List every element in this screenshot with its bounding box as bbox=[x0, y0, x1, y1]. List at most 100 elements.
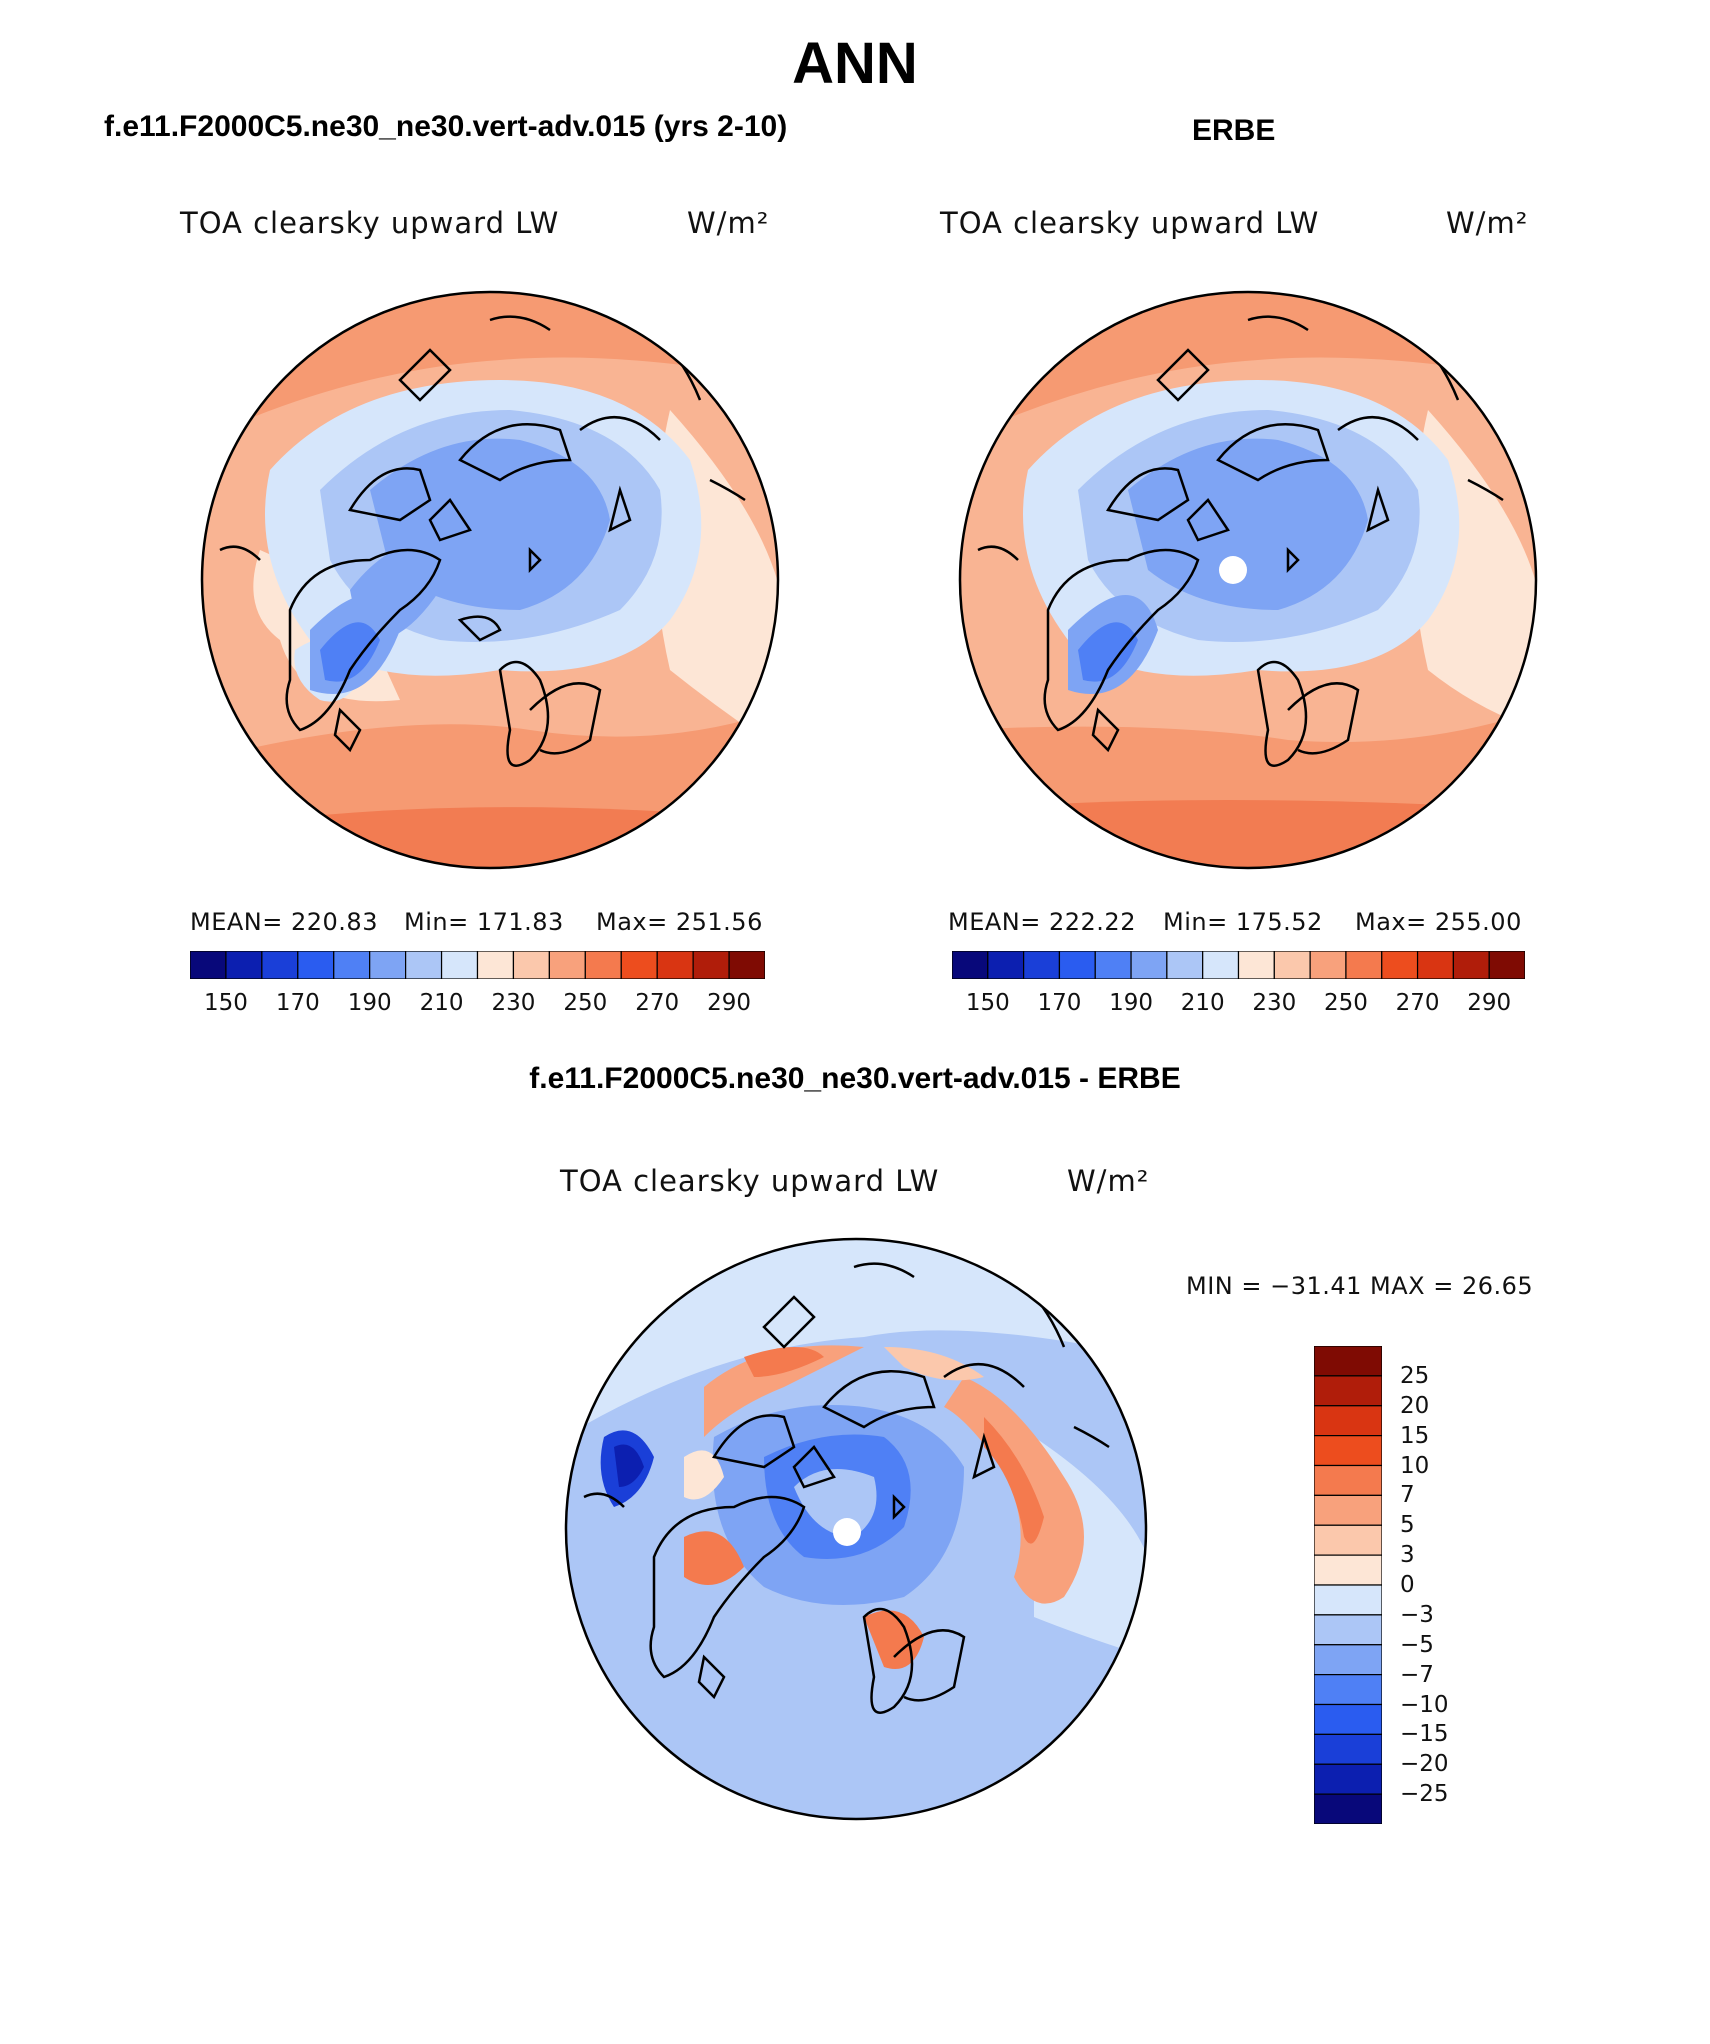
colorbar-tick-label: −5 bbox=[1400, 1631, 1434, 1658]
colorbar-swatch bbox=[1314, 1644, 1382, 1676]
colorbar-tick-label: 290 bbox=[1467, 990, 1512, 1016]
colorbar-tick-label: 170 bbox=[275, 990, 320, 1016]
colorbar-swatch bbox=[952, 951, 989, 979]
colorbar-swatch bbox=[1023, 951, 1061, 979]
diff-colorbar-ticks: 25 20 15 10 7 5 3 0 −3 −5 −7 −10 −15 −20 −25 bbox=[1400, 1346, 1480, 1824]
colorbar-swatch bbox=[1314, 1464, 1382, 1496]
colorbar-swatch bbox=[656, 951, 694, 979]
diff-polar-map bbox=[564, 1237, 1148, 1821]
model-max-value: Max= 251.56 bbox=[596, 908, 763, 936]
colorbar-tick-label: 150 bbox=[965, 990, 1010, 1016]
colorbar-swatch bbox=[369, 951, 407, 979]
colorbar-tick-label: −10 bbox=[1400, 1691, 1449, 1718]
colorbar-tick-label: 150 bbox=[203, 990, 248, 1016]
colorbar-swatch bbox=[1314, 1554, 1382, 1586]
colorbar-swatch bbox=[1202, 951, 1240, 979]
colorbar-tick-label: 15 bbox=[1400, 1422, 1430, 1449]
colorbar-tick-label: 5 bbox=[1400, 1512, 1415, 1539]
colorbar-tick-label: −15 bbox=[1400, 1721, 1449, 1748]
colorbar-swatch bbox=[1314, 1614, 1382, 1646]
colorbar-swatch bbox=[1130, 951, 1168, 979]
diff-units-label: W/m² bbox=[1067, 1164, 1150, 1198]
colorbar-swatch bbox=[1237, 951, 1275, 979]
obs-panel-heading: ERBE bbox=[1192, 114, 1276, 147]
colorbar-tick-label: 0 bbox=[1400, 1572, 1415, 1598]
model-mean-value: MEAN= 220.83 bbox=[190, 908, 378, 936]
colorbar-swatch bbox=[440, 951, 479, 979]
obs-colorbar bbox=[952, 951, 1525, 979]
colorbar-tick-label: 290 bbox=[707, 990, 752, 1016]
colorbar-swatch bbox=[548, 951, 586, 979]
colorbar-swatch bbox=[1452, 951, 1490, 979]
colorbar-swatch bbox=[1314, 1733, 1382, 1765]
colorbar-swatch bbox=[1314, 1674, 1382, 1706]
diff-panel-heading: f.e11.F2000C5.ne30_ne30.vert-adv.015 - E… bbox=[529, 1062, 1181, 1095]
colorbar-tick-label: 7 bbox=[1400, 1482, 1415, 1509]
colorbar-swatch bbox=[1309, 951, 1347, 979]
model-units-label: W/m² bbox=[687, 206, 770, 240]
diff-variable-label: TOA clearsky upward LW bbox=[560, 1164, 940, 1198]
colorbar-tick-label: 190 bbox=[347, 990, 392, 1016]
colorbar-tick-label: −25 bbox=[1400, 1781, 1449, 1808]
colorbar-swatch bbox=[1314, 1346, 1382, 1377]
colorbar-tick-label: 270 bbox=[635, 990, 680, 1016]
colorbar-tick-label: 230 bbox=[491, 990, 536, 1016]
colorbar-swatch bbox=[1314, 1763, 1382, 1795]
colorbar-swatch bbox=[1314, 1703, 1382, 1735]
diff-colorbar bbox=[1314, 1346, 1382, 1824]
main-title: ANN bbox=[792, 31, 918, 96]
colorbar-swatch bbox=[1094, 951, 1132, 979]
colorbar-swatch bbox=[987, 951, 1025, 979]
model-panel-heading: f.e11.F2000C5.ne30_ne30.vert-adv.015 (yr… bbox=[104, 110, 788, 143]
obs-polar-map bbox=[958, 290, 1538, 870]
colorbar-swatch bbox=[225, 951, 263, 979]
obs-min-value: Min= 175.52 bbox=[1163, 908, 1323, 936]
obs-mean-value: MEAN= 222.22 bbox=[948, 908, 1136, 936]
colorbar-swatch bbox=[1488, 951, 1525, 979]
colorbar-swatch bbox=[1314, 1793, 1382, 1824]
colorbar-swatch bbox=[1345, 951, 1383, 979]
model-colorbar bbox=[190, 951, 765, 979]
model-colorbar-ticks: 150 170 190 210 230 250 270 290 bbox=[190, 990, 765, 1020]
colorbar-swatch bbox=[1416, 951, 1454, 979]
colorbar-swatch bbox=[261, 951, 299, 979]
colorbar-swatch bbox=[333, 951, 371, 979]
colorbar-swatch bbox=[584, 951, 622, 979]
colorbar-swatch bbox=[1314, 1375, 1382, 1407]
obs-variable-label: TOA clearsky upward LW bbox=[940, 206, 1320, 240]
obs-colorbar-ticks: 150 170 190 210 230 250 270 290 bbox=[952, 990, 1525, 1020]
colorbar-tick-label: 20 bbox=[1400, 1392, 1430, 1419]
colorbar-tick-label: 210 bbox=[1180, 990, 1225, 1016]
colorbar-tick-label: −7 bbox=[1400, 1661, 1434, 1688]
model-min-value: Min= 171.83 bbox=[404, 908, 564, 936]
colorbar-swatch bbox=[1314, 1584, 1382, 1616]
colorbar-swatch bbox=[1273, 951, 1311, 979]
colorbar-swatch bbox=[1314, 1435, 1382, 1467]
colorbar-tick-label: −20 bbox=[1400, 1751, 1449, 1778]
colorbar-tick-label: 250 bbox=[563, 990, 608, 1016]
colorbar-swatch bbox=[190, 951, 227, 979]
obs-units-label: W/m² bbox=[1446, 206, 1529, 240]
colorbar-swatch bbox=[1314, 1524, 1382, 1556]
colorbar-tick-label: 3 bbox=[1400, 1542, 1415, 1569]
diff-minmax-value: MIN = −31.41 MAX = 26.65 bbox=[1186, 1272, 1534, 1300]
colorbar-tick-label: 270 bbox=[1395, 990, 1440, 1016]
colorbar-tick-label: 250 bbox=[1323, 990, 1368, 1016]
colorbar-tick-label: −3 bbox=[1400, 1601, 1434, 1628]
colorbar-swatch bbox=[692, 951, 730, 979]
colorbar-swatch bbox=[1166, 951, 1204, 979]
colorbar-swatch bbox=[405, 951, 443, 979]
colorbar-tick-label: 190 bbox=[1109, 990, 1154, 1016]
colorbar-tick-label: 230 bbox=[1252, 990, 1297, 1016]
colorbar-swatch bbox=[476, 951, 515, 979]
colorbar-swatch bbox=[512, 951, 550, 979]
colorbar-swatch bbox=[1314, 1405, 1382, 1437]
colorbar-swatch bbox=[620, 951, 658, 979]
colorbar-tick-label: 210 bbox=[419, 990, 464, 1016]
colorbar-swatch bbox=[728, 951, 765, 979]
colorbar-swatch bbox=[1381, 951, 1419, 979]
colorbar-swatch bbox=[1058, 951, 1096, 979]
model-variable-label: TOA clearsky upward LW bbox=[180, 206, 560, 240]
colorbar-tick-label: 10 bbox=[1400, 1452, 1430, 1479]
colorbar-swatch bbox=[297, 951, 335, 979]
